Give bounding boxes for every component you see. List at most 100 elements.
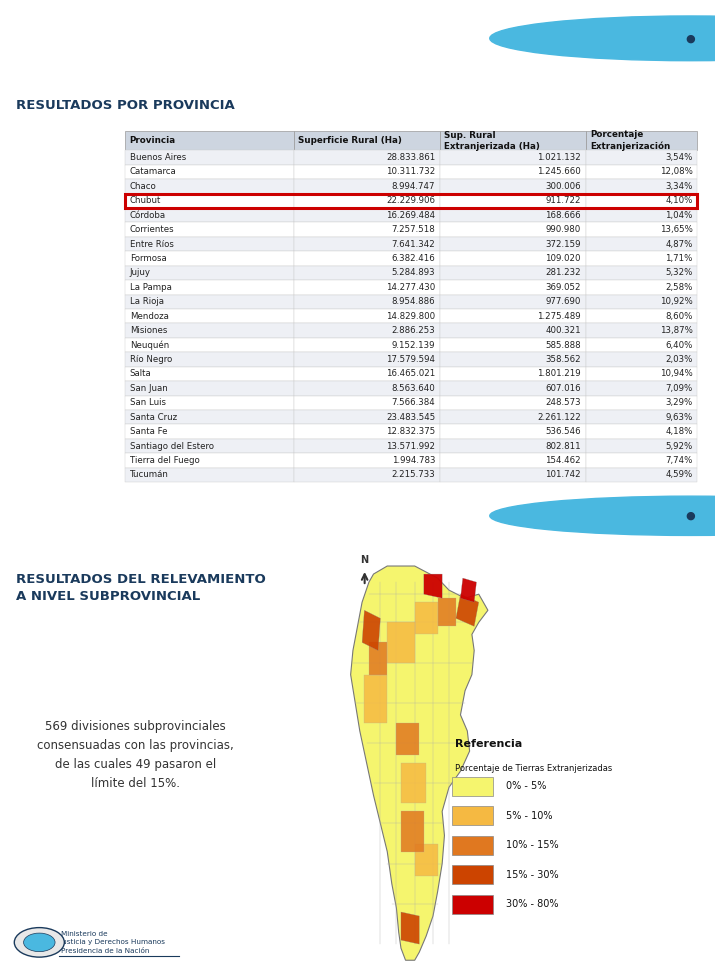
FancyBboxPatch shape <box>294 353 440 366</box>
Text: 23.483.545: 23.483.545 <box>386 413 435 422</box>
FancyBboxPatch shape <box>125 194 294 208</box>
Text: 10,92%: 10,92% <box>660 297 693 306</box>
FancyBboxPatch shape <box>294 179 440 194</box>
FancyBboxPatch shape <box>586 281 697 294</box>
FancyBboxPatch shape <box>294 381 440 395</box>
Text: 569 divisiones subprovinciales
consensuadas con las provincias,
de las cuales 49: 569 divisiones subprovinciales consensua… <box>37 720 235 790</box>
Text: 16.269.484: 16.269.484 <box>386 210 435 220</box>
Circle shape <box>14 927 64 957</box>
Text: 22.229.906: 22.229.906 <box>386 196 435 206</box>
Text: 1.021.132: 1.021.132 <box>537 153 581 162</box>
FancyBboxPatch shape <box>125 294 294 309</box>
FancyBboxPatch shape <box>586 237 697 251</box>
FancyBboxPatch shape <box>294 309 440 323</box>
Text: 154.462: 154.462 <box>546 456 581 465</box>
Text: RESULTADOS POR PROVINCIA: RESULTADOS POR PROVINCIA <box>16 99 235 112</box>
Text: Ministerio de
Justicia y Derechos Humanos
Presidencia de la Nación: Ministerio de Justicia y Derechos Humano… <box>61 931 166 954</box>
FancyBboxPatch shape <box>440 179 586 194</box>
Text: 8.954.886: 8.954.886 <box>392 297 435 306</box>
Text: Registro Nacional de Tierras Rurales: Registro Nacional de Tierras Rurales <box>574 537 663 543</box>
FancyBboxPatch shape <box>440 338 586 353</box>
Polygon shape <box>401 811 424 851</box>
FancyBboxPatch shape <box>125 237 294 251</box>
Text: San Luis: San Luis <box>129 398 166 407</box>
FancyBboxPatch shape <box>294 165 440 179</box>
Text: La Pampa: La Pampa <box>129 282 172 292</box>
Text: 1.994.783: 1.994.783 <box>392 456 435 465</box>
Polygon shape <box>362 611 380 651</box>
FancyBboxPatch shape <box>440 294 586 309</box>
Text: Catamarca: Catamarca <box>129 168 177 176</box>
Text: 4,18%: 4,18% <box>665 428 693 436</box>
FancyBboxPatch shape <box>586 165 697 179</box>
FancyBboxPatch shape <box>294 338 440 353</box>
Circle shape <box>490 16 715 60</box>
Text: 300.006: 300.006 <box>546 182 581 191</box>
FancyBboxPatch shape <box>125 309 294 323</box>
FancyBboxPatch shape <box>440 309 586 323</box>
Text: 248.573: 248.573 <box>546 398 581 407</box>
Polygon shape <box>415 843 438 876</box>
Text: 2.215.733: 2.215.733 <box>391 470 435 479</box>
FancyBboxPatch shape <box>125 453 294 468</box>
FancyBboxPatch shape <box>586 468 697 482</box>
FancyBboxPatch shape <box>440 410 586 425</box>
FancyBboxPatch shape <box>125 439 294 453</box>
Text: 2.886.253: 2.886.253 <box>391 326 435 335</box>
Text: LEY DE TIERRAS N° 26737: LEY DE TIERRAS N° 26737 <box>18 31 279 49</box>
Text: 3,54%: 3,54% <box>665 153 693 162</box>
FancyBboxPatch shape <box>453 865 493 884</box>
FancyBboxPatch shape <box>453 836 493 855</box>
Circle shape <box>490 496 715 536</box>
FancyBboxPatch shape <box>294 366 440 381</box>
FancyBboxPatch shape <box>125 222 294 237</box>
FancyBboxPatch shape <box>440 439 586 453</box>
Text: La Rioja: La Rioja <box>129 297 164 306</box>
Text: 13,65%: 13,65% <box>660 225 693 234</box>
Text: 536.546: 536.546 <box>546 428 581 436</box>
Text: 6.382.416: 6.382.416 <box>391 254 435 263</box>
FancyBboxPatch shape <box>440 323 586 338</box>
Text: Mendoza: Mendoza <box>129 312 169 320</box>
FancyBboxPatch shape <box>586 410 697 425</box>
FancyBboxPatch shape <box>294 251 440 266</box>
Polygon shape <box>424 574 442 598</box>
Text: ●: ● <box>685 33 695 43</box>
Text: 372.159: 372.159 <box>546 240 581 248</box>
Text: Entre Ríos: Entre Ríos <box>129 240 174 248</box>
FancyBboxPatch shape <box>294 395 440 410</box>
Text: 13,87%: 13,87% <box>660 326 693 335</box>
FancyBboxPatch shape <box>125 266 294 281</box>
Polygon shape <box>350 566 488 960</box>
Text: 1.275.489: 1.275.489 <box>538 312 581 320</box>
FancyBboxPatch shape <box>440 208 586 222</box>
FancyBboxPatch shape <box>586 222 697 237</box>
Text: 5.284.893: 5.284.893 <box>392 269 435 278</box>
Text: 3,34%: 3,34% <box>665 182 693 191</box>
FancyBboxPatch shape <box>440 237 586 251</box>
Text: 8.563.640: 8.563.640 <box>391 384 435 393</box>
Text: Porcentaje de Tierras Extranjerizadas: Porcentaje de Tierras Extranjerizadas <box>455 764 612 772</box>
Text: 1.245.660: 1.245.660 <box>537 168 581 176</box>
Text: LEY DE TIERRAS N° 26737: LEY DE TIERRAS N° 26737 <box>18 508 279 526</box>
Text: ●: ● <box>685 510 695 521</box>
Text: 13.571.992: 13.571.992 <box>386 441 435 451</box>
FancyBboxPatch shape <box>294 281 440 294</box>
Text: Porcentaje
Extranjerización: Porcentaje Extranjerización <box>590 131 671 151</box>
Text: 7.641.342: 7.641.342 <box>391 240 435 248</box>
FancyBboxPatch shape <box>586 366 697 381</box>
Polygon shape <box>401 764 426 804</box>
FancyBboxPatch shape <box>586 131 697 150</box>
FancyBboxPatch shape <box>125 323 294 338</box>
Text: 9.152.139: 9.152.139 <box>392 341 435 350</box>
FancyBboxPatch shape <box>125 165 294 179</box>
FancyBboxPatch shape <box>586 323 697 338</box>
FancyBboxPatch shape <box>586 439 697 453</box>
FancyBboxPatch shape <box>294 453 440 468</box>
Text: Santa Cruz: Santa Cruz <box>129 413 177 422</box>
Text: 5,32%: 5,32% <box>665 269 693 278</box>
FancyBboxPatch shape <box>586 453 697 468</box>
FancyBboxPatch shape <box>440 366 586 381</box>
FancyBboxPatch shape <box>453 806 493 825</box>
FancyBboxPatch shape <box>294 410 440 425</box>
